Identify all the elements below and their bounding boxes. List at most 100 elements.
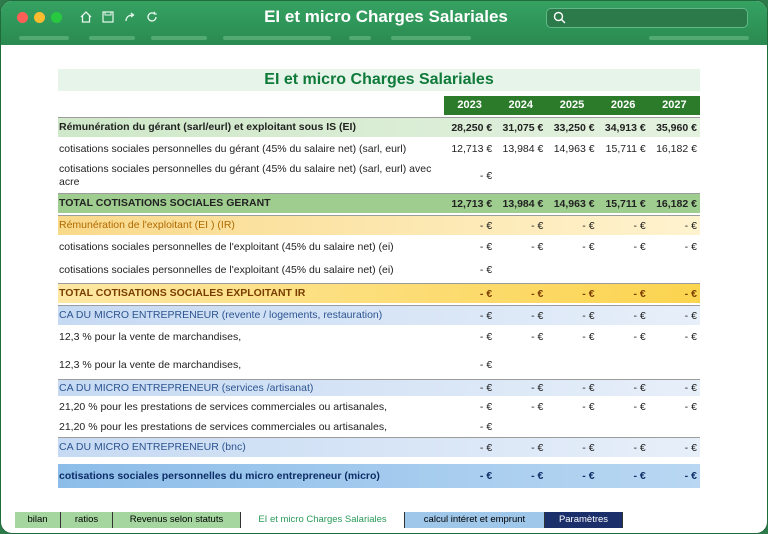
value-cell[interactable]: - € (684, 382, 697, 394)
value-cell[interactable]: 13,984 € (502, 143, 544, 155)
value-cell[interactable] (495, 359, 546, 371)
value-cell[interactable]: - € (582, 441, 595, 454)
value-cell[interactable]: 35,960 € (656, 121, 697, 134)
close-window-button[interactable] (17, 12, 28, 23)
value-cell[interactable] (546, 264, 597, 276)
value-cell[interactable]: - € (531, 309, 544, 322)
value-cell[interactable]: - € (479, 382, 493, 394)
value-cell[interactable]: - € (684, 441, 697, 454)
cotisations-gerant-row: cotisations sociales personnelles du gér… (58, 139, 700, 159)
value-cell[interactable]: - € (684, 287, 697, 300)
value-cell[interactable]: - € (479, 421, 493, 433)
value-cell[interactable]: - € (633, 331, 646, 343)
tab-ratios[interactable]: ratios (61, 512, 113, 528)
tab-parametres[interactable]: Paramètres (545, 512, 623, 528)
value-cell[interactable]: - € (633, 382, 646, 394)
value-cell[interactable]: 16,182 € (656, 197, 697, 210)
value-cell[interactable]: - € (479, 441, 493, 454)
value-cell[interactable]: - € (684, 401, 697, 413)
value-cell[interactable]: 12,713 € (451, 197, 493, 210)
remuneration-gerant-row: Rémunération du gérant (sarl/eurl) et ex… (58, 117, 700, 137)
value-cell[interactable]: - € (684, 219, 697, 232)
value-cell[interactable]: - € (582, 287, 595, 300)
tab-bilan[interactable]: bilan (15, 512, 61, 528)
value-cell[interactable]: - € (479, 331, 493, 343)
home-icon[interactable] (79, 10, 93, 24)
value-cell[interactable]: - € (582, 331, 595, 343)
value-cell[interactable]: - € (633, 219, 646, 232)
value-cell[interactable]: - € (531, 331, 544, 343)
value-cell[interactable]: - € (531, 382, 544, 394)
value-cell[interactable] (649, 264, 700, 276)
value-cell[interactable] (649, 359, 700, 371)
value-cell[interactable]: - € (531, 287, 544, 300)
value-cell[interactable]: - € (684, 309, 697, 322)
value-cell[interactable]: - € (633, 287, 646, 300)
value-cell[interactable] (598, 421, 649, 433)
value-cell[interactable] (495, 264, 546, 276)
value-cell[interactable]: - € (582, 401, 595, 413)
value-cell[interactable] (495, 170, 546, 182)
value-cell[interactable]: - € (479, 264, 493, 276)
value-cell[interactable]: 34,913 € (604, 121, 646, 134)
value-cell[interactable]: - € (479, 359, 493, 371)
maximize-window-button[interactable] (51, 12, 62, 23)
minimize-window-button[interactable] (34, 12, 45, 23)
value-cell[interactable] (598, 170, 649, 182)
value-cell[interactable] (546, 421, 597, 433)
value-cell[interactable]: - € (633, 241, 646, 253)
value-cell[interactable] (598, 359, 649, 371)
row-label: 12,3 % pour la vente de marchandises, (59, 358, 242, 371)
value-cell[interactable]: - € (531, 441, 544, 454)
value-cell[interactable]: - € (479, 241, 493, 253)
tab-ei-micro-charges[interactable]: EI et micro Charges Salariales (241, 512, 405, 528)
value-cell[interactable]: 15,711 € (605, 143, 646, 155)
value-cell[interactable]: - € (531, 219, 544, 232)
value-cell[interactable] (649, 170, 700, 182)
value-cell[interactable] (649, 421, 700, 433)
value-cell[interactable]: - € (582, 309, 595, 322)
value-cell[interactable]: - € (633, 401, 646, 413)
value-cell[interactable]: 15,711 € (605, 197, 646, 210)
tab-revenus-selon-statuts[interactable]: Revenus selon statuts (113, 512, 241, 528)
value-cell[interactable] (495, 421, 546, 433)
value-cell[interactable]: 13,984 € (502, 197, 544, 210)
value-cell[interactable]: - € (479, 170, 493, 182)
value-cell[interactable]: - € (531, 470, 544, 482)
value-cell[interactable]: - € (582, 219, 595, 232)
sheet-title: EI et micro Charges Salariales (58, 69, 700, 91)
value-cell[interactable]: 14,963 € (553, 143, 595, 155)
tab-calcul-interet-emprunt[interactable]: calcul intéret et emprunt (405, 512, 545, 528)
value-cell[interactable] (598, 264, 649, 276)
value-cell[interactable]: - € (633, 441, 646, 454)
value-cell[interactable]: - € (479, 401, 493, 413)
share-icon[interactable] (123, 10, 137, 24)
value-cell[interactable]: - € (684, 470, 697, 482)
save-icon[interactable] (101, 10, 115, 24)
ca-micro-services-row: CA DU MICRO ENTREPRENEUR (services /arti… (58, 379, 700, 396)
value-cell[interactable]: - € (582, 470, 595, 482)
value-cell[interactable]: - € (684, 241, 697, 253)
refresh-icon[interactable] (145, 10, 159, 24)
search-input[interactable] (546, 8, 748, 28)
value-cell[interactable]: - € (531, 401, 544, 413)
value-cell[interactable]: 28,250 € (451, 121, 493, 134)
value-cell[interactable]: - € (531, 241, 544, 253)
value-cell[interactable] (546, 359, 597, 371)
value-cell[interactable] (546, 170, 597, 182)
value-cell[interactable]: - € (479, 287, 493, 300)
value-cell[interactable]: - € (582, 382, 595, 394)
value-cell[interactable]: 31,075 € (502, 121, 544, 134)
value-cell[interactable]: 33,250 € (553, 121, 595, 134)
value-cell[interactable]: - € (479, 219, 493, 232)
value-cell[interactable]: 14,963 € (553, 197, 595, 210)
value-cell[interactable]: - € (582, 241, 595, 253)
value-cell[interactable]: - € (479, 470, 493, 482)
value-cell[interactable]: - € (633, 470, 646, 482)
value-cell[interactable]: 12,713 € (451, 143, 493, 155)
taux-prestations-services-row-2: 21,20 % pour les prestations de services… (58, 418, 700, 436)
value-cell[interactable]: - € (684, 331, 697, 343)
value-cell[interactable]: 16,182 € (656, 143, 697, 155)
value-cell[interactable]: - € (633, 309, 646, 322)
value-cell[interactable]: - € (479, 309, 493, 322)
